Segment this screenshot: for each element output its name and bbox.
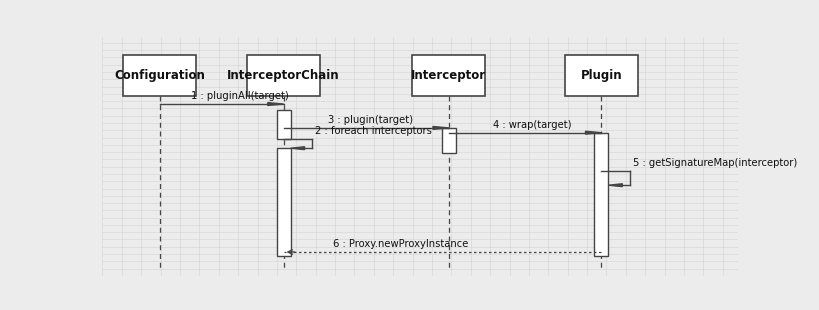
Bar	[276, 148, 290, 256]
Bar	[247, 55, 319, 96]
Bar	[594, 133, 608, 256]
Text: 3 : plugin(target): 3 : plugin(target)	[328, 115, 413, 125]
Polygon shape	[432, 126, 448, 129]
Text: 1 : pluginAll(target): 1 : pluginAll(target)	[192, 91, 289, 101]
Bar	[123, 55, 196, 96]
Polygon shape	[608, 184, 622, 187]
Text: Plugin: Plugin	[580, 69, 622, 82]
Polygon shape	[267, 103, 283, 105]
Bar	[412, 55, 485, 96]
Polygon shape	[290, 147, 304, 150]
Text: 5 : getSignatureMap(interceptor): 5 : getSignatureMap(interceptor)	[632, 158, 796, 168]
Text: Configuration: Configuration	[114, 69, 205, 82]
Text: 2 : foreach interceptors: 2 : foreach interceptors	[315, 126, 432, 136]
Text: 4 : wrap(target): 4 : wrap(target)	[493, 120, 571, 130]
Bar	[564, 55, 637, 96]
Text: InterceptorChain: InterceptorChain	[227, 69, 340, 82]
Text: 6 : Proxy.newProxyInstance: 6 : Proxy.newProxyInstance	[333, 239, 468, 249]
Bar	[276, 110, 290, 139]
Polygon shape	[585, 131, 600, 134]
Text: Interceptor: Interceptor	[411, 69, 486, 82]
Bar	[441, 128, 455, 153]
